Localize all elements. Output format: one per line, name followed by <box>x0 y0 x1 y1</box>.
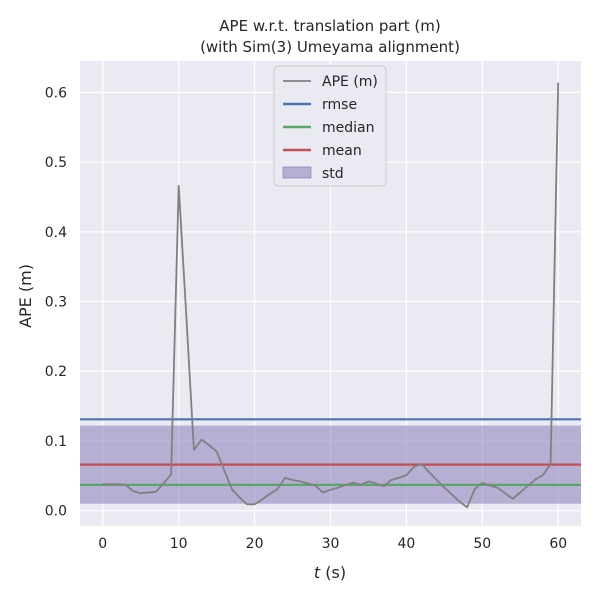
x-axis-label-unit: (s) <box>320 563 346 582</box>
y-tick-label: 0.5 <box>45 155 67 171</box>
legend-label: APE (m) <box>322 74 378 90</box>
legend-label: median <box>322 120 374 136</box>
x-tick-label: 40 <box>397 536 415 552</box>
legend-entries: APE (m) rmse median mean std <box>282 74 378 182</box>
chart-subtitle: (with Sim(3) Umeyama alignment) <box>200 38 460 56</box>
legend-label: rmse <box>322 97 357 113</box>
y-tick-label: 0.0 <box>45 504 67 520</box>
x-tick-label: 30 <box>322 536 340 552</box>
y-tick-label: 0.6 <box>45 85 67 101</box>
x-tick-label: 0 <box>98 536 107 552</box>
x-tick-label: 20 <box>246 536 264 552</box>
y-tick-label: 0.4 <box>45 225 67 241</box>
y-tick-labels: 0.0 0.1 0.2 0.3 0.4 0.5 0.6 <box>45 85 67 519</box>
y-tick-label: 0.3 <box>45 295 67 311</box>
x-axis-label: t (s) <box>314 563 346 582</box>
x-axis-label-var: t <box>314 563 321 582</box>
ape-series-line <box>102 82 560 509</box>
x-tick-labels: 0 10 20 30 40 50 60 <box>98 536 567 552</box>
legend-label: mean <box>322 143 362 159</box>
legend: APE (m) rmse median mean std <box>273 65 387 187</box>
stat-lines-layer <box>80 418 581 486</box>
chart-title: APE w.r.t. translation part (m) <box>219 17 440 35</box>
legend-label: std <box>322 166 344 182</box>
y-tick-label: 0.2 <box>45 364 67 380</box>
x-tick-label: 10 <box>170 536 188 552</box>
x-tick-label: 50 <box>473 536 491 552</box>
ape-line-layer <box>102 82 560 509</box>
x-tick-label: 60 <box>549 536 567 552</box>
legend-swatch-std <box>282 166 312 179</box>
y-tick-label: 0.1 <box>45 434 67 450</box>
legend-frame <box>273 65 387 187</box>
y-axis-label: APE (m) <box>16 264 35 328</box>
